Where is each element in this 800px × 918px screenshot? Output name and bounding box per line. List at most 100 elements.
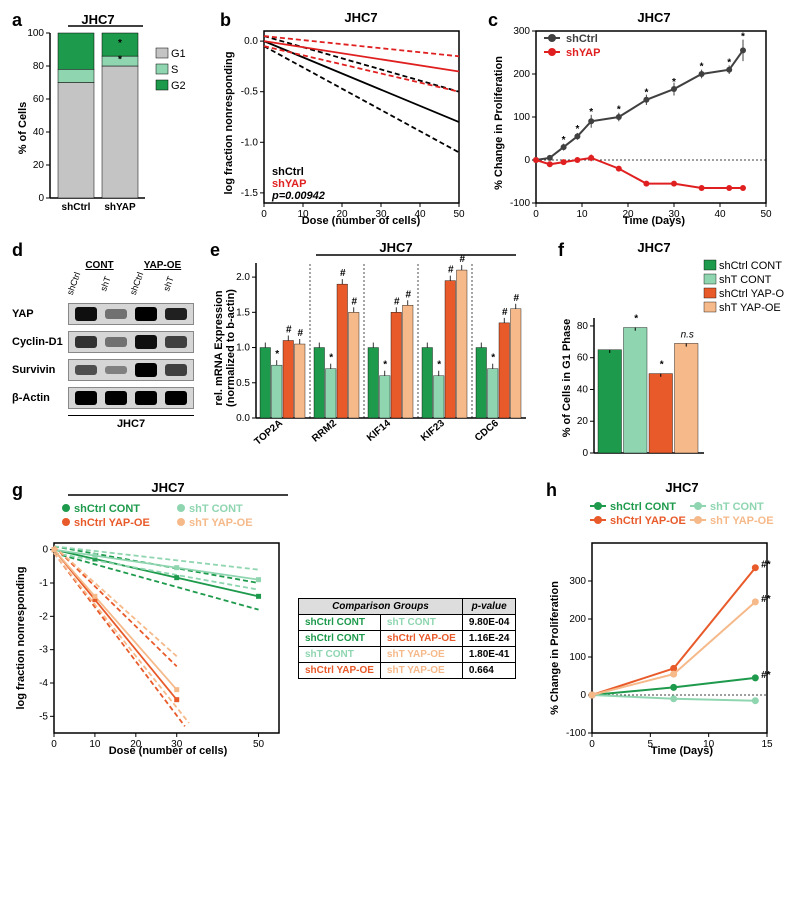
svg-text:0: 0 (524, 155, 530, 166)
svg-text:shCtrl YAP-OE: shCtrl YAP-OE (719, 288, 784, 300)
svg-text:shCtrl: shCtrl (566, 33, 598, 45)
svg-text:CDC6: CDC6 (473, 418, 501, 444)
svg-text:shYAP: shYAP (272, 178, 306, 190)
svg-text:G2: G2 (171, 80, 186, 92)
svg-text:-0.5: -0.5 (241, 87, 259, 98)
panel-d: d CONT YAP-OE shCtrl shT shCtrl shT YAPC… (8, 238, 198, 468)
svg-text:shYAP: shYAP (566, 47, 600, 59)
svg-text:*: * (741, 32, 745, 43)
svg-text:300: 300 (513, 26, 530, 37)
svg-text:0.0: 0.0 (236, 413, 250, 424)
panel-e-chart: JHC7 0.00.51.01.52.0*##TOP2A*##RRM2*##KI… (206, 238, 546, 468)
svg-text:shT CONT: shT CONT (189, 503, 243, 515)
svg-text:TOP2A: TOP2A (252, 418, 284, 448)
svg-text:shYAP: shYAP (104, 202, 136, 213)
table-header-groups: Comparison Groups (299, 599, 463, 615)
panel-e-ylabel1: rel. mRNA Expression (213, 290, 225, 405)
table-header-pval: p-value (462, 599, 516, 615)
panel-a-title: JHC7 (81, 12, 114, 27)
svg-text:200: 200 (569, 614, 586, 625)
svg-text:#: # (297, 328, 303, 339)
svg-text:-3: -3 (39, 645, 48, 656)
panel-c-ylabel: % Change in Proliferation (493, 56, 505, 190)
svg-text:-1.0: -1.0 (241, 137, 259, 148)
panel-a-ylabel: % of Cells (17, 102, 29, 155)
svg-text:-4: -4 (39, 678, 48, 689)
svg-text:#: # (286, 325, 292, 336)
svg-text:15: 15 (761, 739, 773, 750)
svg-text:40: 40 (714, 209, 726, 220)
svg-text:*: * (562, 135, 566, 146)
svg-text:0.0: 0.0 (244, 36, 258, 47)
svg-text:100: 100 (513, 112, 530, 123)
panel-g: g JHC7 0102030500-1-2-3-4-5shCtrl CONTsh… (8, 478, 534, 758)
panel-g-ylabel: log fraction nonresponding (15, 567, 27, 710)
lane4: shT (158, 267, 199, 308)
panel-f-title: JHC7 (637, 240, 670, 255)
svg-text:#*: #* (761, 670, 771, 681)
svg-text:-100: -100 (510, 198, 530, 209)
blot-protein-label: Cyclin-D1 (12, 336, 68, 348)
svg-text:-1.5: -1.5 (241, 188, 259, 199)
panel-c-title: JHC7 (637, 10, 670, 25)
svg-text:*: * (383, 360, 387, 371)
panel-b-title: JHC7 (344, 10, 377, 25)
svg-text:80: 80 (577, 321, 589, 332)
panel-a-label: a (12, 10, 22, 31)
svg-text:shCtrl CONT: shCtrl CONT (719, 260, 782, 272)
svg-text:10: 10 (89, 739, 101, 750)
svg-text:0: 0 (38, 193, 44, 204)
svg-text:200: 200 (513, 69, 530, 80)
panel-g-chart: JHC7 0102030500-1-2-3-4-5shCtrl CONTshT … (8, 478, 298, 758)
panel-h-chart: JHC7 051015-1000100200300#*#*#*shCtrl CO… (542, 478, 792, 758)
svg-text:50: 50 (453, 209, 465, 220)
svg-text:*: * (644, 88, 648, 99)
svg-text:100: 100 (569, 652, 586, 663)
panel-h-title: JHC7 (665, 480, 698, 495)
blot-protein-label: YAP (12, 308, 68, 320)
blot-protein-label: Survivin (12, 364, 68, 376)
panel-b: b JHC7 010203040500.0-0.5-1.0-1.5shCtrls… (216, 8, 476, 228)
panel-g-table: Comparison Groups p-value shCtrl CONTshT… (298, 598, 516, 679)
panel-f-label: f (558, 240, 564, 261)
svg-text:*: * (660, 360, 664, 371)
svg-text:-2: -2 (39, 611, 48, 622)
svg-text:*: * (589, 107, 593, 118)
svg-text:p=0.00942: p=0.00942 (271, 190, 325, 202)
svg-text:S: S (171, 64, 178, 76)
svg-text:*: * (118, 38, 122, 49)
svg-text:0.5: 0.5 (236, 378, 250, 389)
svg-text:300: 300 (569, 576, 586, 587)
svg-text:20: 20 (33, 160, 45, 171)
svg-text:KIF14: KIF14 (365, 418, 393, 444)
svg-text:#: # (513, 293, 519, 304)
svg-text:shCtrl YAP-OE: shCtrl YAP-OE (74, 517, 150, 529)
svg-text:*: * (329, 353, 333, 364)
svg-text:0: 0 (589, 739, 595, 750)
svg-text:shT CONT: shT CONT (719, 274, 772, 286)
svg-text:40: 40 (33, 127, 45, 138)
panel-g-xlabel: Dose (number of cells) (109, 745, 228, 757)
panel-b-chart: JHC7 010203040500.0-0.5-1.0-1.5shCtrlshY… (216, 8, 476, 228)
svg-text:shCtrl YAP-OE: shCtrl YAP-OE (610, 515, 686, 527)
svg-text:*: * (275, 349, 279, 360)
svg-text:0: 0 (582, 448, 588, 459)
panel-e-title: JHC7 (379, 240, 412, 255)
panel-c-label: c (488, 10, 498, 31)
svg-text:1.0: 1.0 (236, 343, 250, 354)
svg-text:60: 60 (33, 94, 45, 105)
svg-text:shT YAP-OE: shT YAP-OE (189, 517, 253, 529)
svg-text:50: 50 (253, 739, 265, 750)
svg-text:*: * (700, 62, 704, 73)
svg-text:*: * (727, 57, 731, 68)
panel-h: h JHC7 051015-1000100200300#*#*#*shCtrl … (542, 478, 792, 758)
svg-text:20: 20 (577, 416, 589, 427)
blot-cellline: JHC7 (68, 415, 194, 430)
svg-text:shCtrl CONT: shCtrl CONT (74, 503, 140, 515)
svg-text:shT CONT: shT CONT (710, 501, 764, 513)
panel-a-chart: JHC7 020406080100shCtrlshYAP**G1SG2 % of… (8, 8, 208, 228)
svg-text:#: # (459, 254, 465, 265)
panel-h-ylabel: % Change in Proliferation (549, 581, 561, 715)
svg-text:#*: #* (761, 560, 771, 571)
figure-container: a JHC7 020406080100shCtrlshYAP**G1SG2 % … (0, 0, 800, 766)
